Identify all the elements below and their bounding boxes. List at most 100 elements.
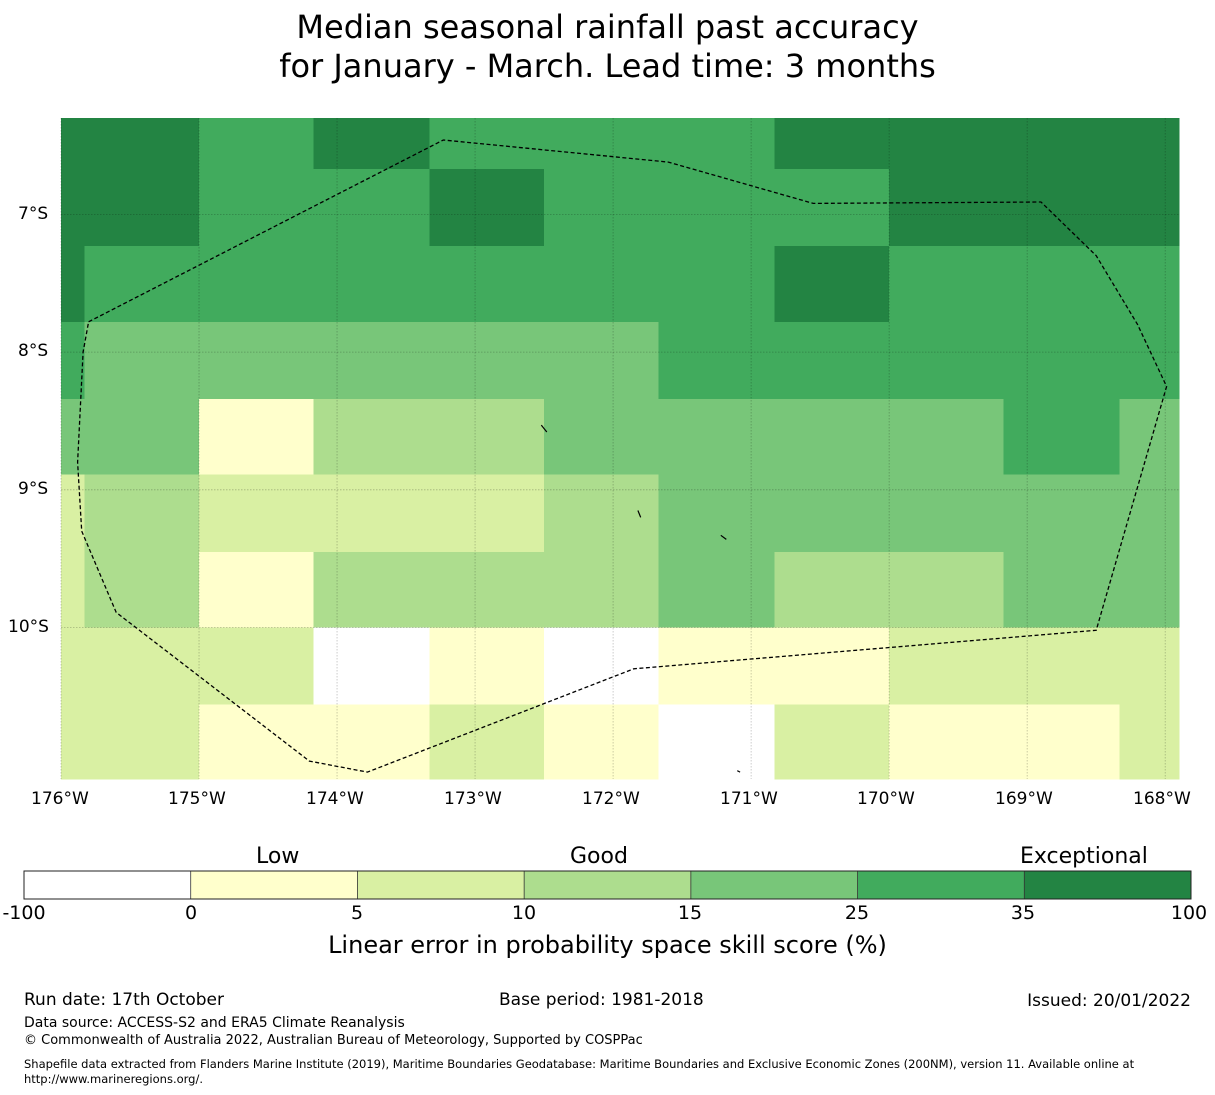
skill-cell bbox=[313, 246, 431, 323]
colorbar-tick: 35 bbox=[1010, 902, 1036, 924]
skill-cell bbox=[544, 246, 660, 323]
colorbar-label-exceptional: Exceptional bbox=[1020, 844, 1148, 869]
colorbar-segment bbox=[690, 871, 858, 899]
eez-boundary bbox=[76, 139, 1168, 773]
skill-cells bbox=[61, 118, 1180, 780]
skill-cell bbox=[544, 704, 660, 780]
skill-cell bbox=[199, 627, 315, 706]
skill-cell bbox=[84, 321, 200, 400]
skill-cell bbox=[61, 168, 86, 247]
colorbar-tick: 0 bbox=[184, 902, 198, 924]
skill-cell bbox=[889, 474, 1005, 553]
skill-cell bbox=[774, 704, 890, 780]
skill-cell bbox=[1003, 627, 1121, 706]
skill-cell bbox=[313, 168, 431, 247]
skill-cell bbox=[1119, 474, 1180, 553]
skill-cell bbox=[313, 118, 431, 170]
skill-cell bbox=[1003, 474, 1121, 553]
skill-cell bbox=[658, 118, 776, 170]
skill-cell bbox=[544, 474, 660, 553]
skill-cell bbox=[199, 398, 315, 476]
skill-cell bbox=[84, 168, 200, 247]
skill-cell bbox=[199, 474, 315, 553]
skill-cell bbox=[84, 627, 200, 706]
shapefile-credit: Shapefile data extracted from Flanders M… bbox=[24, 1057, 1135, 1071]
lon-label-168w: 168°W bbox=[1133, 789, 1191, 809]
skill-cell bbox=[889, 627, 1005, 706]
issued-date: Issued: 20/01/2022 bbox=[1027, 991, 1191, 1011]
skill-cell bbox=[889, 551, 1005, 629]
skill-cell bbox=[199, 321, 315, 400]
colorbar-label-low: Low bbox=[256, 844, 300, 869]
skill-cell bbox=[1119, 118, 1180, 170]
skill-cell bbox=[61, 246, 86, 323]
skill-cell bbox=[774, 398, 890, 476]
skill-cell bbox=[84, 551, 200, 629]
lat-label-10s: 10°S bbox=[8, 617, 49, 637]
chart-title-line-2: for January - March. Lead time: 3 months bbox=[279, 47, 936, 85]
skill-cell bbox=[774, 246, 890, 323]
skill-cell bbox=[1119, 704, 1180, 780]
colorbar-tick: 15 bbox=[677, 902, 703, 924]
skill-cell bbox=[84, 118, 200, 170]
skill-cell bbox=[1003, 246, 1121, 323]
colorbar-tick: 10 bbox=[511, 902, 537, 924]
skill-cell bbox=[1119, 627, 1180, 706]
skill-cell bbox=[1003, 704, 1121, 780]
data-source: Data source: ACCESS-S2 and ERA5 Climate … bbox=[24, 1015, 405, 1031]
skill-cell bbox=[544, 321, 660, 400]
skill-cell bbox=[199, 118, 315, 170]
skill-cell bbox=[429, 246, 545, 323]
skill-cell bbox=[199, 704, 315, 780]
skill-cell bbox=[658, 246, 776, 323]
skill-cell bbox=[84, 704, 200, 780]
skill-cell bbox=[429, 704, 545, 780]
lon-label-172w: 172°W bbox=[582, 789, 640, 809]
lat-label-7s: 7°S bbox=[18, 204, 49, 224]
lon-label-171w: 171°W bbox=[720, 789, 778, 809]
skill-cell bbox=[658, 627, 776, 706]
shapefile-url: http://www.marineregions.org/. bbox=[24, 1072, 203, 1086]
skill-cell bbox=[313, 551, 431, 629]
skill-cell bbox=[61, 398, 86, 476]
colorbar-segment bbox=[190, 871, 358, 899]
skill-cell bbox=[1119, 246, 1180, 323]
island-outline bbox=[737, 770, 741, 773]
skill-cell bbox=[658, 474, 776, 553]
skill-cell bbox=[313, 474, 431, 553]
lon-label-175w: 175°W bbox=[168, 789, 226, 809]
skill-cell bbox=[61, 474, 86, 553]
islands bbox=[540, 424, 741, 773]
lon-label-170w: 170°W bbox=[857, 789, 915, 809]
skill-cell bbox=[774, 321, 890, 400]
colorbar-bar bbox=[23, 870, 1192, 900]
colorbar-tick: -100 bbox=[2, 902, 46, 924]
skill-cell bbox=[774, 627, 890, 706]
skill-cell bbox=[889, 398, 1005, 476]
skill-cell bbox=[429, 474, 545, 553]
skill-cell bbox=[658, 398, 776, 476]
colorbar-label-good: Good bbox=[570, 844, 628, 869]
colorbar-tick: 25 bbox=[844, 902, 870, 924]
chart-title-line-1: Median seasonal rainfall past accuracy bbox=[296, 8, 919, 46]
skill-cell bbox=[199, 246, 315, 323]
colorbar-segment bbox=[524, 871, 691, 899]
lon-label-174w: 174°W bbox=[306, 789, 364, 809]
colorbar-segment bbox=[857, 871, 1025, 899]
graticule bbox=[60, 118, 1179, 779]
skill-cell bbox=[199, 551, 315, 629]
skill-cell bbox=[429, 321, 545, 400]
skill-cell bbox=[429, 168, 545, 247]
skill-cell bbox=[774, 168, 890, 247]
copyright: © Commonwealth of Australia 2022, Austra… bbox=[24, 1033, 643, 1048]
skill-cell bbox=[889, 704, 1005, 780]
skill-cell bbox=[1003, 168, 1121, 247]
skill-cell bbox=[84, 246, 200, 323]
skill-cell bbox=[61, 627, 86, 706]
colorbar-segment bbox=[357, 871, 525, 899]
skill-cell bbox=[658, 551, 776, 629]
skill-cell bbox=[84, 474, 200, 553]
colorbar-axis-label: Linear error in probability space skill … bbox=[328, 931, 887, 959]
eez-boundary-line bbox=[76, 139, 1168, 773]
skill-cell bbox=[313, 398, 431, 476]
